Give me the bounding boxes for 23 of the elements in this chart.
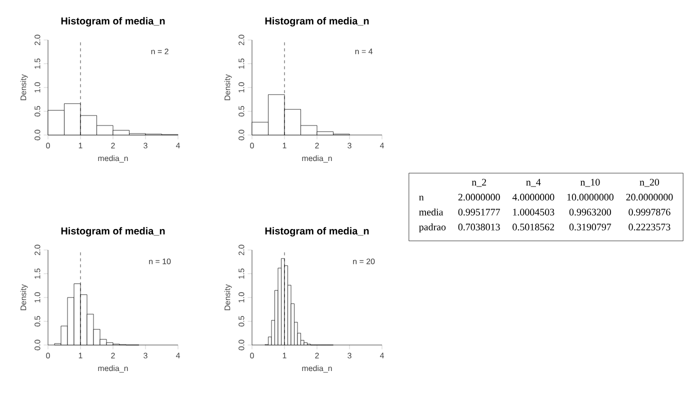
category-label: media xyxy=(419,208,444,216)
text: 0.7038013 xyxy=(458,224,500,230)
text: 0.2223573 xyxy=(628,224,670,230)
chart-title: Histogram of media_n xyxy=(265,17,369,26)
chart-title: Histogram of media_n xyxy=(265,227,369,236)
text: 0.9951777 xyxy=(458,208,500,216)
chart-title: Histogram of media_n xyxy=(61,227,165,236)
text: 4.0000000 xyxy=(512,194,554,201)
category-label: padrao xyxy=(419,223,446,232)
text: 20.0000000 xyxy=(626,194,673,201)
category-label: n_4 xyxy=(526,178,541,187)
category-label: n xyxy=(419,196,424,200)
text: 0.3190797 xyxy=(569,224,612,230)
category-label: n_2 xyxy=(472,178,486,187)
chart-title: Histogram of media_n xyxy=(61,17,165,26)
text: 0.9997876 xyxy=(628,208,670,216)
text: 0.5018562 xyxy=(512,224,554,230)
text: 0.9963200 xyxy=(569,208,611,216)
text: 1.0004503 xyxy=(513,208,554,216)
category-label: n_10 xyxy=(580,178,600,187)
category-label: n_20 xyxy=(640,178,660,187)
text: 2.0000000 xyxy=(458,194,500,201)
text: 10.0000000 xyxy=(567,194,614,201)
